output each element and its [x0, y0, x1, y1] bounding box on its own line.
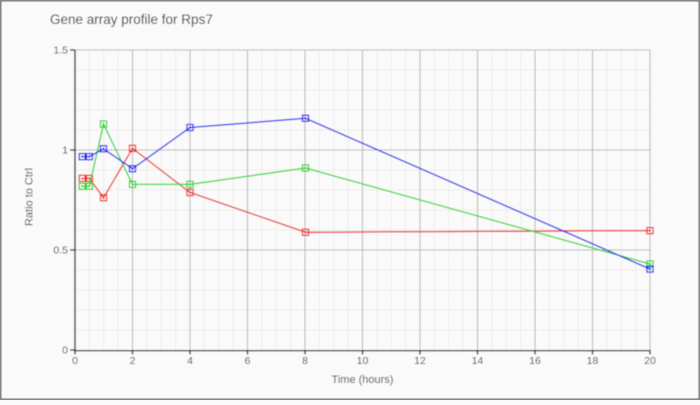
svg-text:1: 1: [62, 145, 68, 157]
svg-text:0: 0: [72, 355, 78, 367]
svg-text:20: 20: [644, 355, 656, 367]
svg-text:6: 6: [245, 355, 251, 367]
svg-text:16: 16: [529, 355, 541, 367]
svg-text:8: 8: [302, 355, 308, 367]
svg-text:Time (hours): Time (hours): [332, 374, 394, 386]
svg-text:18: 18: [587, 355, 599, 367]
svg-text:Gene array profile for Rps7: Gene array profile for Rps7: [50, 12, 213, 27]
svg-text:4: 4: [187, 355, 193, 367]
svg-text:Ratio to Ctrl: Ratio to Ctrl: [24, 168, 36, 226]
svg-text:0: 0: [62, 345, 68, 357]
svg-text:0.5: 0.5: [53, 245, 68, 257]
svg-text:10: 10: [357, 355, 369, 367]
svg-text:14: 14: [472, 355, 484, 367]
svg-text:2: 2: [130, 355, 136, 367]
svg-text:1.5: 1.5: [53, 45, 68, 57]
svg-text:12: 12: [414, 355, 426, 367]
